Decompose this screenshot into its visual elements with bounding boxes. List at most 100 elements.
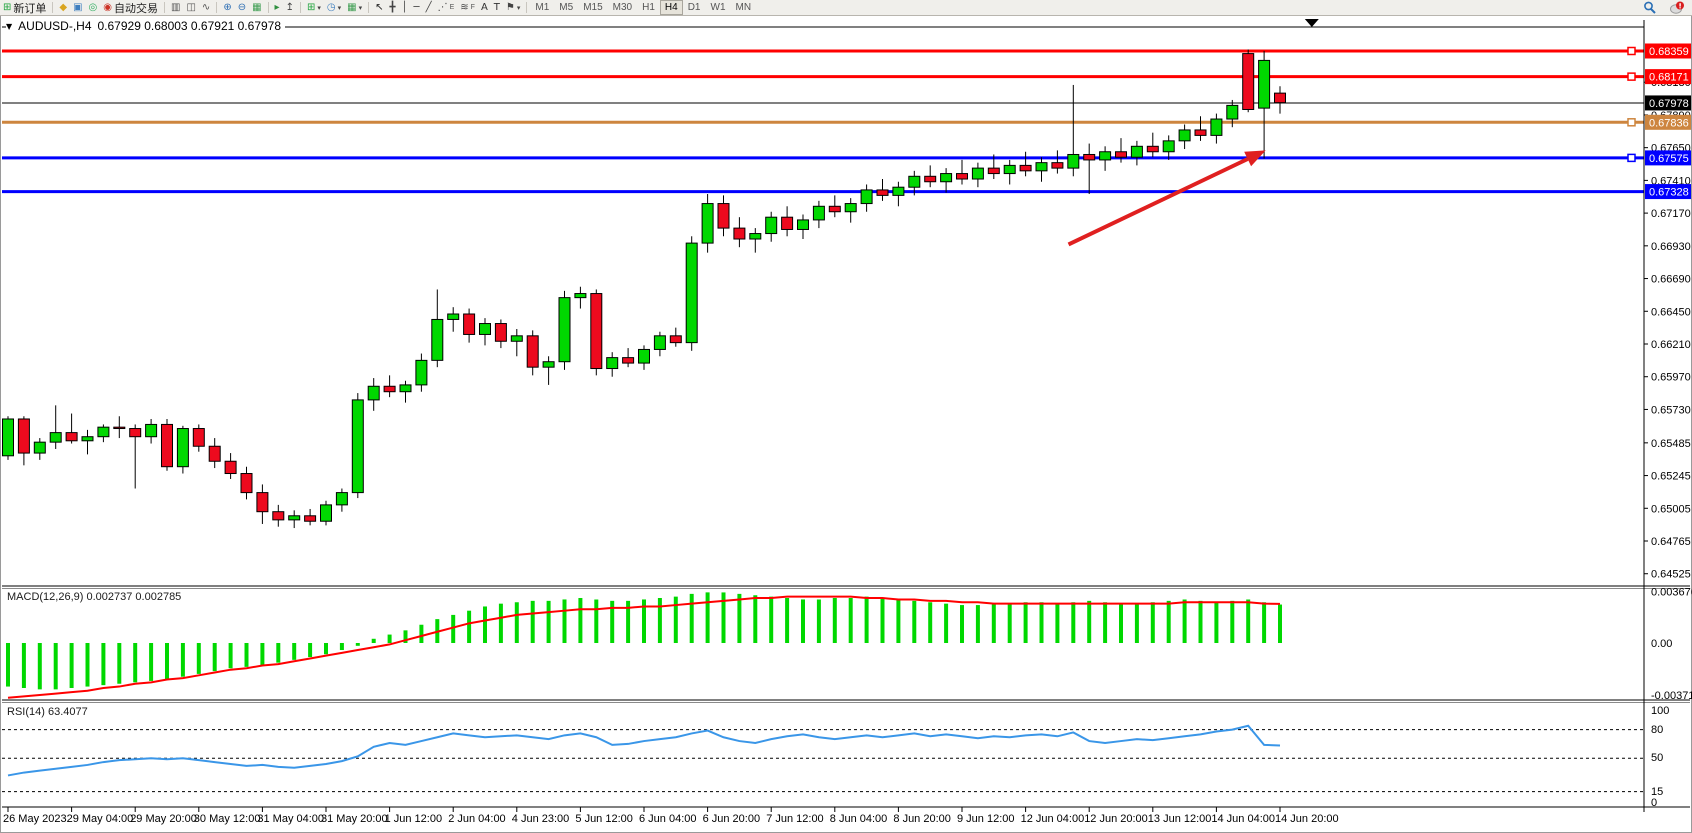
- time-tick-label: 6 Jun 20:00: [703, 813, 761, 825]
- current-price-label: 0.67978: [1649, 98, 1689, 110]
- search-button[interactable]: [1640, 1, 1659, 14]
- fibonacci-button-subscript: F: [470, 4, 475, 11]
- line-chart-button[interactable]: ∿: [199, 1, 213, 14]
- cursor-button[interactable]: ↖: [372, 1, 386, 14]
- candle-bear: [1242, 53, 1255, 110]
- candle-bull: [1003, 164, 1016, 175]
- rsi-scale-label: 15: [1651, 786, 1663, 798]
- new-order-button-label: 新订单: [13, 2, 47, 15]
- equidistant-channel-button[interactable]: ⋰ E: [435, 1, 458, 14]
- line-chart-icon: ∿: [201, 2, 211, 13]
- price-tick-label: 0.65970: [1651, 372, 1691, 384]
- one-click-collapse-icon[interactable]: ▼: [6, 21, 13, 31]
- market-watch-button[interactable]: ◆: [56, 1, 70, 14]
- macd-name: MACD(12,26,9): [7, 591, 84, 603]
- timeframe-w1-button[interactable]: W1: [710, 2, 726, 13]
- autotrading-button-label: 自动交易: [114, 2, 159, 15]
- resistance-line-1-handle[interactable]: [1627, 46, 1636, 56]
- crosshair-button[interactable]: ╋: [386, 1, 398, 14]
- terminal-button[interactable]: ▣: [70, 1, 85, 14]
- arrows-button[interactable]: ⚑ ▾: [503, 1, 523, 14]
- timeframe-m15-button[interactable]: M15: [583, 2, 603, 13]
- periods-button[interactable]: ◷ ▾: [324, 1, 344, 14]
- candle-bull: [606, 357, 619, 370]
- chart-shift-marker: [1304, 19, 1319, 27]
- time-tick-label: 5 Jun 12:00: [575, 813, 633, 825]
- chevron-down-icon: ▾: [317, 3, 321, 12]
- time-tick-label: 4 Jun 23:00: [512, 813, 570, 825]
- trend-arrow-head[interactable]: [1244, 150, 1266, 167]
- zoom-in-button[interactable]: ⊕: [220, 1, 234, 14]
- candle-bear: [463, 313, 476, 335]
- timeframe-d1-button[interactable]: D1: [687, 2, 701, 13]
- candle-bull: [320, 504, 332, 522]
- fibonacci-button[interactable]: ≋ F: [457, 1, 478, 14]
- time-tick-label: 8 Jun 20:00: [893, 813, 951, 825]
- time-tick-label: 7 Jun 12:00: [766, 813, 824, 825]
- support-line-1-handle[interactable]: [1627, 153, 1636, 163]
- title-ohlc-values: 0.67929 0.68003 0.67921 0.67978: [97, 19, 282, 33]
- price-tick-label: 0.65005: [1651, 503, 1691, 515]
- rsi-line: [7, 724, 1281, 777]
- candle-bear: [717, 203, 730, 229]
- chart-window-frame: [0, 15, 1692, 833]
- pivot-line-handle[interactable]: [1627, 118, 1636, 127]
- templates-button[interactable]: ▦ ▾: [344, 1, 365, 14]
- support-line-2-label: 0.67328: [1649, 187, 1689, 199]
- indicators-button[interactable]: ⊞ ▾: [304, 1, 324, 14]
- text-button[interactable]: A: [478, 1, 491, 14]
- auto-scroll-button[interactable]: ▸: [272, 1, 283, 14]
- new-order-button[interactable]: ⊞ 新订单: [0, 1, 49, 15]
- trendline-button[interactable]: ╱: [423, 1, 435, 14]
- horizontal-line-button[interactable]: ─: [411, 1, 423, 14]
- rsi-scale-label: 100: [1651, 705, 1669, 717]
- candle-bull: [81, 436, 94, 442]
- candle-bull: [971, 167, 984, 180]
- toolbar-separator: [52, 2, 54, 13]
- candle-bear: [192, 428, 205, 447]
- candle-bear: [304, 515, 317, 522]
- resistance-line-2-handle[interactable]: [1627, 72, 1636, 81]
- candle-bear: [383, 385, 396, 393]
- candle-bull: [892, 186, 905, 196]
- candle-bear: [129, 428, 142, 438]
- signal-button[interactable]: ◎: [86, 1, 101, 14]
- timeframe-h4-button[interactable]: H4: [659, 0, 683, 15]
- rsi-scale-label: 50: [1651, 752, 1663, 764]
- tile-windows-button[interactable]: ▦: [249, 1, 264, 14]
- price-tick-label: 0.67170: [1651, 208, 1691, 220]
- candle-bull: [1210, 118, 1223, 136]
- candle-bear: [161, 423, 173, 468]
- timeframe-m5-button[interactable]: M5: [559, 2, 574, 13]
- candle-bull: [479, 323, 491, 335]
- bar-chart-button[interactable]: ▥: [168, 1, 183, 14]
- title-symbol-period: AUDUSD-,H4: [18, 19, 92, 33]
- candle-bear: [272, 511, 285, 521]
- trend-arrow-line[interactable]: [1067, 157, 1249, 247]
- candle-bull: [765, 216, 778, 235]
- price-tick-label: 0.65730: [1651, 404, 1691, 416]
- candle-bull: [288, 515, 301, 521]
- timeframe-m30-button[interactable]: M30: [612, 2, 633, 13]
- candle-bear: [622, 357, 635, 364]
- autotrading-button[interactable]: ◉ 自动交易: [100, 1, 161, 15]
- zoom-in-icon: ⊕: [223, 2, 232, 13]
- candle-bull: [1162, 140, 1175, 153]
- candle-bull: [1258, 59, 1271, 109]
- notification-button[interactable]: [1667, 1, 1688, 14]
- timeframe-mn-button[interactable]: MN: [735, 2, 752, 13]
- candle-bear: [590, 293, 603, 370]
- main-toolbar: ⊞ 新订单 ◆ ▣ ◎ ◉ 自动交易 ▥ ◫ ∿ ⊕ ⊖ ▦ ▸ ↥ ⊞ ▾ ◷ ▾ ▦ ▾ ↖ ╋ │ ─ ╱ ⋰ E ≋ F A T ⚑ ▾ M…: [0, 0, 1692, 16]
- timeframe-h1-button[interactable]: H1: [642, 2, 655, 13]
- candle-bull: [447, 313, 460, 320]
- candle-bear: [987, 167, 1000, 175]
- chart-shift-button[interactable]: ↥: [283, 1, 297, 14]
- time-tick-label: 29 May 20:00: [130, 813, 197, 825]
- vertical-line-button[interactable]: │: [399, 1, 411, 14]
- candlestick-button[interactable]: ◫: [183, 1, 198, 14]
- signal-icon: ◎: [88, 2, 98, 13]
- zoom-out-button[interactable]: ⊖: [235, 1, 249, 14]
- text-label-button[interactable]: T: [491, 1, 503, 14]
- timeframe-m1-button[interactable]: M1: [535, 2, 550, 13]
